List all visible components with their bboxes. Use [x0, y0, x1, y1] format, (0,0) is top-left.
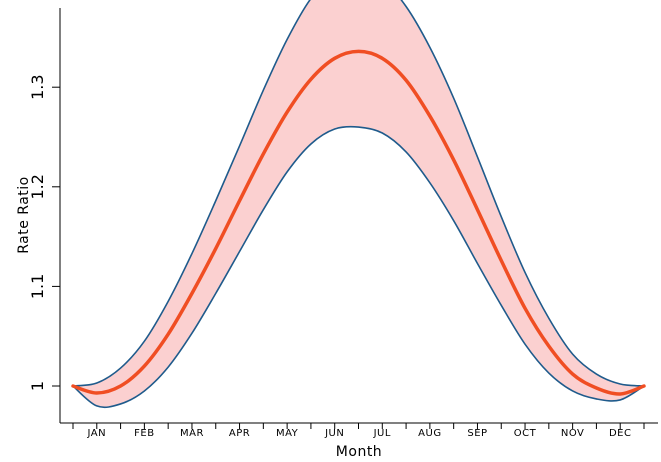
upper-bound-line [72, 0, 645, 387]
y-tick-label: 1.2 [28, 174, 47, 199]
confidence-band [73, 0, 644, 408]
y-axis-ticks: 11.11.21.31.4 [28, 0, 60, 391]
x-tick-label: FEB [134, 428, 154, 439]
y-tick-label: 1.3 [28, 74, 47, 99]
x-tick-label: JUL [373, 428, 391, 439]
x-tick-label: SEP [467, 428, 487, 439]
x-axis-title: Month [336, 444, 382, 460]
x-tick-label: NOV [561, 428, 585, 439]
x-axis-ticks: JAN FEB MAR APR MAY JUN JUL AUG SEP OCT NOV DEC [72, 423, 645, 439]
x-tick-label: JAN [86, 428, 106, 439]
y-tick-label: 1.1 [28, 274, 47, 299]
lower-bound-line [72, 125, 645, 409]
estimate-line [71, 49, 646, 396]
x-tick-label: AUG [418, 428, 441, 439]
x-tick-label: MAY [276, 428, 299, 439]
y-tick-label: 1 [28, 381, 47, 391]
x-tick-label: DEC [609, 428, 632, 439]
x-tick-label: MAR [180, 428, 204, 439]
x-tick-label: JUN [324, 428, 344, 439]
x-tick-label: APR [229, 428, 250, 439]
y-axis-title: Rate Ratio [16, 176, 32, 254]
x-tick-label: OCT [514, 428, 537, 439]
